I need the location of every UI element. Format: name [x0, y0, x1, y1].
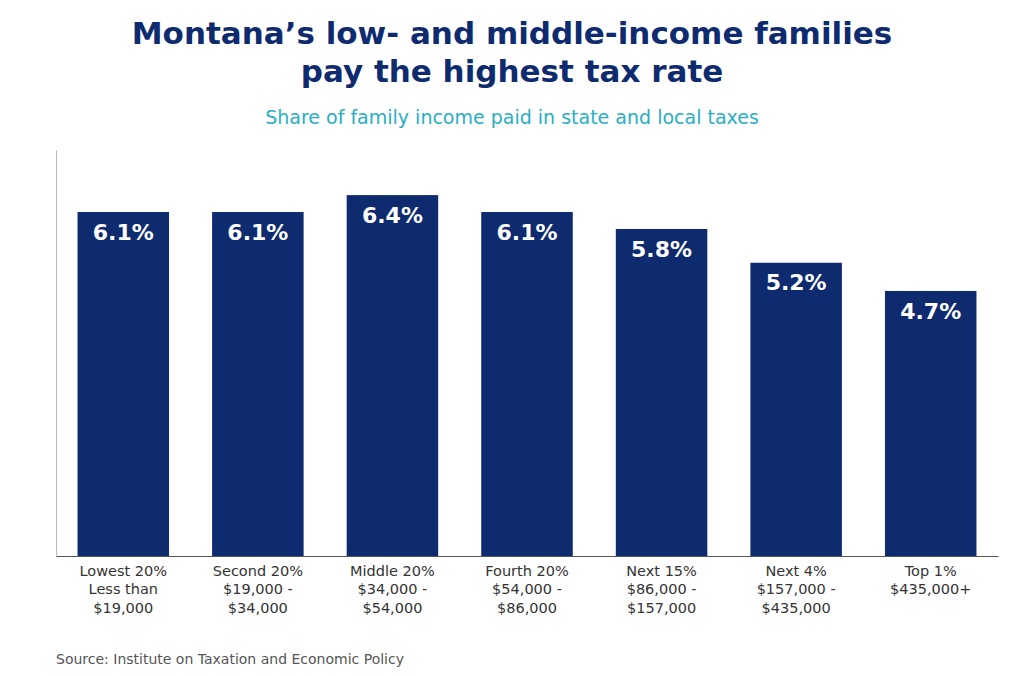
x-tick: Lowest 20%Less than$19,000 — [80, 556, 168, 616]
x-tick: Top 1%$435,000+ — [890, 556, 971, 597]
x-tick-label: Fourth 20%$54,000 -$86,000 — [485, 563, 569, 615]
x-tick: Next 4%$157,000 -$435,000 — [757, 556, 836, 616]
bar — [885, 291, 977, 556]
x-tick-label: Next 4%$157,000 -$435,000 — [757, 563, 836, 615]
data-label: 5.8% — [631, 237, 692, 262]
bar — [78, 212, 170, 556]
x-tick: Second 20%$19,000 -$34,000 — [213, 556, 303, 616]
x-axis: Lowest 20%Less than$19,000 Second 20%$19,… — [57, 556, 999, 616]
x-tick-label: Second 20%$19,000 -$34,000 — [213, 563, 303, 615]
x-tick-label: Lowest 20%Less than$19,000 — [80, 563, 168, 615]
data-labels: 6.1% 6.1% 6.4% 6.1% 5.8% 5.2% 4.7% — [93, 203, 961, 324]
source: Source: Institute on Taxation and Econom… — [56, 651, 404, 667]
bar — [347, 195, 439, 556]
data-label: 4.7% — [900, 299, 961, 324]
data-label: 6.4% — [362, 203, 423, 228]
x-tick: Next 15%$86,000 -$157,000 — [626, 556, 697, 616]
subtitle: Share of family income paid in state and… — [265, 106, 759, 128]
y-axis — [56, 151, 57, 557]
bar — [212, 212, 304, 556]
x-tick-label: Top 1%$435,000+ — [890, 563, 971, 597]
x-tick-label: Middle 20%$34,000 -$54,000 — [350, 563, 435, 615]
y-axis-line — [56, 151, 57, 557]
data-label: 5.2% — [766, 270, 827, 295]
bar — [750, 263, 842, 556]
x-axis-line — [57, 556, 999, 557]
data-label: 6.1% — [496, 220, 557, 245]
bar — [481, 212, 573, 556]
data-label: 6.1% — [227, 220, 288, 245]
bars — [78, 195, 977, 556]
x-tick: Middle 20%$34,000 -$54,000 — [350, 556, 435, 616]
x-tick: Fourth 20%$54,000 -$86,000 — [485, 556, 569, 616]
title: Montana’s low- and middle-income familie… — [132, 15, 893, 89]
bar — [616, 229, 708, 556]
chart: Montana’s low- and middle-income familie… — [0, 0, 1024, 676]
plot: Lowest 20%Less than$19,000 Second 20%$19,… — [57, 151, 999, 616]
data-label: 6.1% — [93, 220, 154, 245]
x-tick-label: Next 15%$86,000 -$157,000 — [626, 563, 697, 615]
